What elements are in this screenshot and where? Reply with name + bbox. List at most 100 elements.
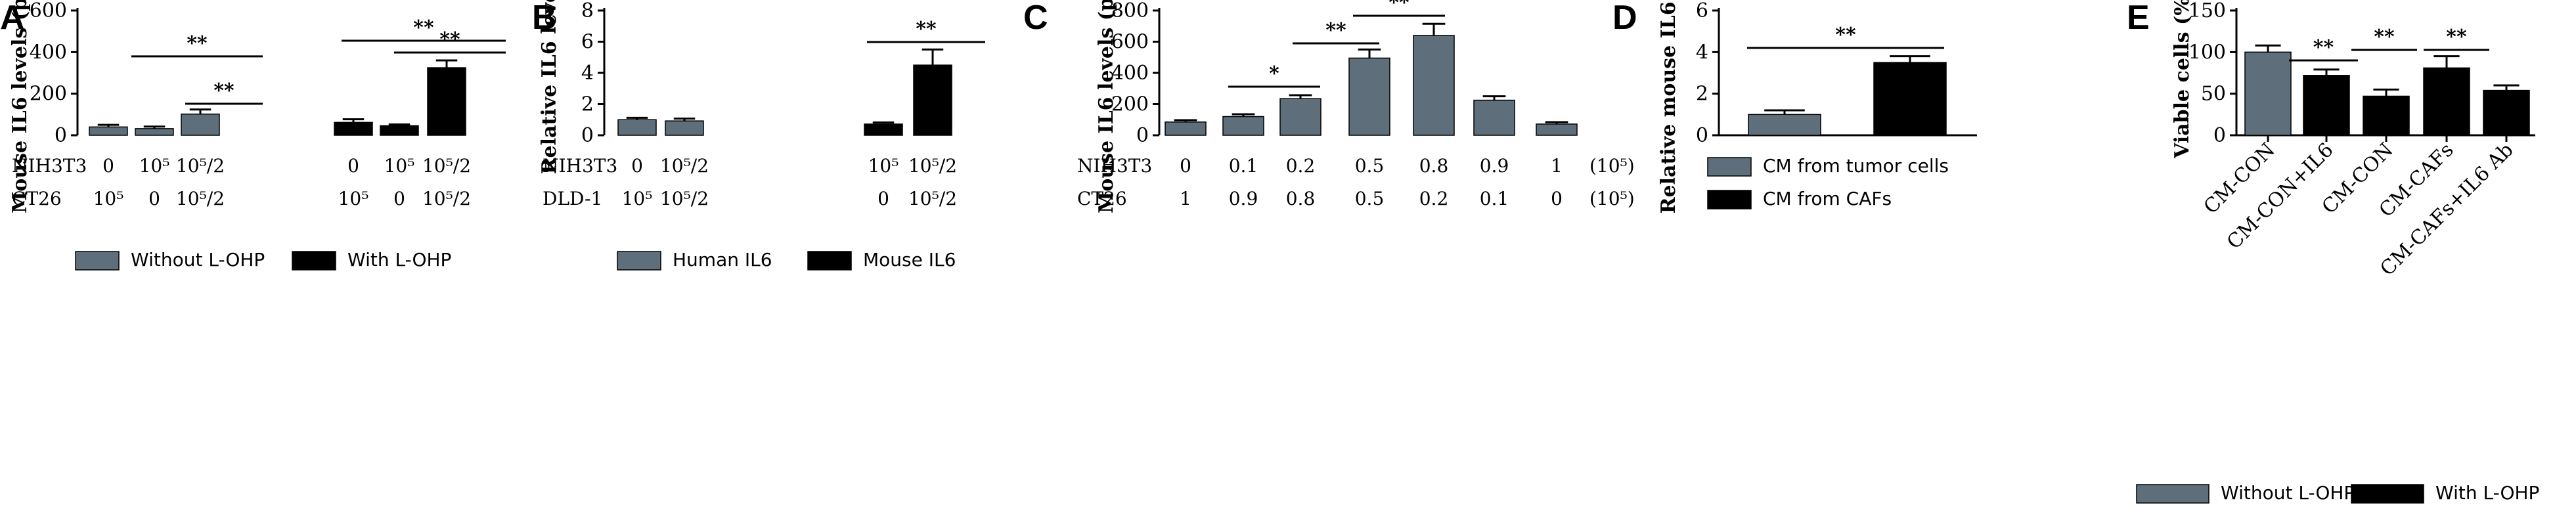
ct26-value: 0 — [393, 188, 405, 209]
ct26-value: 0.8 — [1286, 188, 1316, 209]
bar — [2423, 67, 2470, 136]
nih3t3-value: 0.5 — [1355, 155, 1385, 177]
row-label-dld1: DLD-1 — [543, 188, 602, 209]
nih3t3-value: 10⁵/2 — [660, 155, 709, 177]
ct26-value: 10⁵/2 — [422, 188, 471, 209]
legend-swatch — [75, 251, 120, 271]
y-axis-label: Mouse IL6 levels (pg/mL) — [9, 0, 32, 213]
bar — [1279, 98, 1321, 136]
panel-letter: D — [1612, 0, 1637, 37]
bar — [2303, 75, 2350, 136]
significance-label: ** — [439, 28, 460, 51]
bar — [1413, 35, 1455, 136]
bar — [2363, 95, 2410, 136]
dld1-value: 10⁵/2 — [660, 188, 709, 209]
bar — [1873, 62, 1947, 136]
ct26-value: 1 — [1180, 188, 1191, 209]
unit-suffix: (10⁵) — [1589, 155, 1635, 177]
ct26-value: 0.5 — [1355, 188, 1385, 209]
nih3t3-value: 1 — [1551, 155, 1563, 177]
row-label-ct26: CT26 — [12, 188, 62, 209]
ct26-value: 10⁵/2 — [176, 188, 225, 209]
y-tick-label: 600 — [1111, 31, 1149, 54]
y-tick-label: 0 — [581, 124, 594, 147]
y-tick-label: 100 — [2188, 41, 2226, 64]
bar — [1473, 99, 1515, 136]
row-label-nih3t3: NIH3T3 — [12, 155, 87, 177]
legend-swatch — [292, 251, 336, 271]
nih3t3-value: 10⁵ — [868, 155, 899, 177]
panel-letter: A — [0, 0, 25, 37]
legend-swatch — [2136, 484, 2210, 504]
y-tick-label: 0 — [1136, 124, 1149, 147]
significance-label: ** — [187, 32, 208, 55]
legend-label: With L-OHP — [347, 249, 451, 271]
y-tick-label: 0 — [1696, 124, 1708, 147]
y-tick-label: 4 — [581, 62, 594, 85]
significance-label: ** — [2374, 26, 2395, 49]
bar — [617, 119, 657, 136]
y-axis-label: Relative IL6 levels — [538, 0, 561, 174]
y-tick-label: 800 — [1111, 0, 1149, 22]
bar — [913, 64, 952, 136]
unit-suffix: (10⁵) — [1589, 188, 1635, 209]
significance-label: ** — [1325, 19, 1346, 42]
nih3t3-value: 10⁵/2 — [908, 155, 957, 177]
significance-label: ** — [916, 18, 937, 41]
legend-label: Without L-OHP — [131, 249, 265, 271]
significance-label: * — [1269, 62, 1279, 85]
panel-letter: B — [532, 0, 557, 37]
row-label-nih3t3: NIH3T3 — [1077, 155, 1152, 177]
bar — [2244, 51, 2292, 136]
panel-letter: E — [2127, 0, 2150, 37]
dld1-value: 0 — [877, 188, 889, 209]
y-tick-label: 4 — [1696, 41, 1708, 64]
y-tick-label: 150 — [2188, 0, 2226, 22]
nih3t3-value: 10⁵/2 — [422, 155, 471, 177]
y-axis-label: Mouse IL6 levels (pg/mL) — [1095, 0, 1118, 213]
legend-label: Mouse IL6 — [863, 249, 956, 271]
legend-label: CM from tumor cells — [1763, 155, 1949, 177]
ct26-value: 0 — [1551, 188, 1563, 209]
nih3t3-value: 0.1 — [1229, 155, 1258, 177]
y-tick-label: 0 — [55, 124, 67, 147]
ct26-value: 0.9 — [1229, 188, 1258, 209]
nih3t3-value: 0.8 — [1419, 155, 1449, 177]
significance-label: ** — [1388, 0, 1410, 14]
y-tick-label: 50 — [2201, 83, 2226, 106]
ct26-value: 10⁵ — [338, 188, 369, 209]
y-tick-label: 600 — [30, 0, 67, 22]
bar — [1748, 114, 1821, 136]
y-axis-label: Viable cells (%) — [2171, 0, 2194, 159]
y-tick-label: 6 — [1696, 0, 1708, 22]
bar — [2483, 89, 2530, 136]
significance-label: ** — [413, 16, 434, 39]
bar — [1222, 116, 1264, 136]
nih3t3-value: 0.2 — [1286, 155, 1316, 177]
bar — [1536, 123, 1578, 136]
ct26-value: 0.2 — [1419, 188, 1449, 209]
nih3t3-value: 0.9 — [1480, 155, 1509, 177]
legend-label: CM from CAFs — [1763, 188, 1892, 209]
legend-swatch — [1707, 190, 1752, 209]
bar — [89, 126, 128, 136]
dld1-value: 10⁵ — [622, 188, 653, 209]
nih3t3-value: 10⁵ — [139, 155, 170, 177]
legend-swatch — [2351, 484, 2424, 504]
bar — [380, 125, 419, 136]
significance-label: ** — [2313, 36, 2334, 59]
significance-label: ** — [1835, 24, 1856, 47]
nih3t3-value: 10⁵/2 — [176, 155, 225, 177]
bar — [864, 123, 903, 136]
x-tick-label: CM-CON+IL6 — [2223, 139, 2338, 254]
legend-label: Without L-OHP — [2221, 482, 2355, 504]
y-axis-label: Relative mouse IL6 levels — [1657, 0, 1680, 213]
dld1-value: 10⁵/2 — [908, 188, 957, 209]
legend-label: Human IL6 — [673, 249, 772, 271]
bar — [665, 120, 704, 136]
legend-label: With L-OHP — [2435, 482, 2539, 504]
